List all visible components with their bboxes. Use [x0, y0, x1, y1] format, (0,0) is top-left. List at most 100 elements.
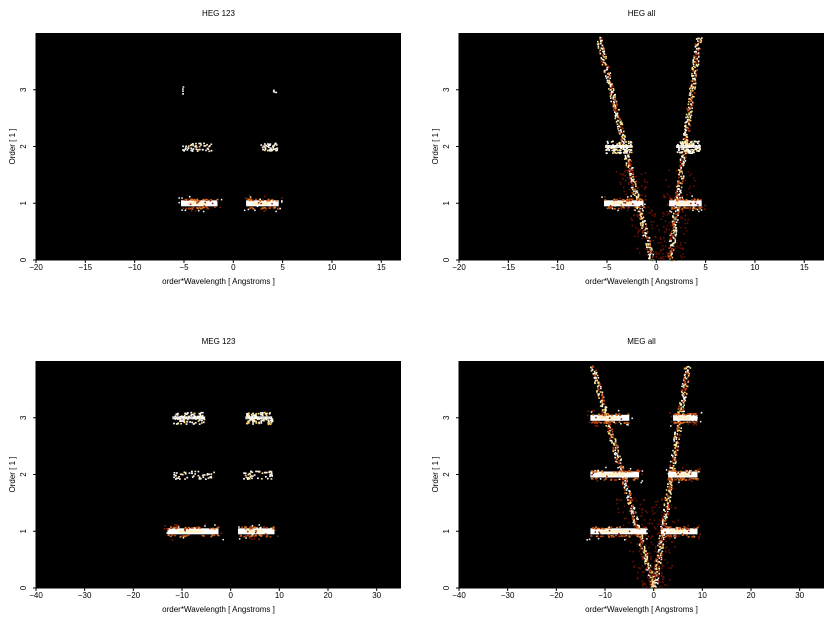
- band-core: [172, 416, 204, 420]
- continuum-point: [632, 191, 634, 194]
- band-core-highlight: [177, 529, 204, 533]
- continuum-point: [679, 161, 682, 163]
- background-point: [677, 247, 680, 249]
- background-point: [659, 242, 662, 244]
- band-edge-point: [682, 478, 685, 481]
- background-point: [637, 543, 639, 545]
- band-scatter-point: [209, 200, 212, 202]
- continuum-point: [676, 215, 678, 218]
- continuum-point: [700, 39, 703, 42]
- band-point: [243, 478, 245, 480]
- band-edge-point: [683, 421, 686, 424]
- continuum-point: [664, 518, 667, 520]
- band-point: [268, 413, 271, 415]
- continuum-point: [674, 224, 677, 227]
- continuum-point: [683, 158, 686, 160]
- band-edge-point: [265, 536, 268, 538]
- band-edge-point: [248, 199, 251, 202]
- continuum-point: [617, 128, 619, 130]
- continuum-point: [660, 552, 663, 554]
- continuum-point: [655, 579, 658, 581]
- continuum-point: [615, 110, 617, 112]
- band-edge-point: [620, 535, 623, 537]
- continuum-point: [604, 62, 606, 64]
- band-point: [262, 148, 264, 151]
- band-edge-point: [600, 535, 602, 538]
- continuum-point: [684, 376, 687, 379]
- band-scatter-point: [646, 528, 648, 531]
- continuum-point: [679, 190, 681, 192]
- continuum-point: [651, 585, 653, 588]
- band-scatter-point: [253, 535, 255, 538]
- background-point: [641, 185, 643, 187]
- continuum-point: [603, 56, 605, 58]
- band-scatter-point: [676, 527, 678, 529]
- band-point: [191, 476, 194, 478]
- continuum-point: [616, 119, 619, 122]
- background-point: [668, 552, 671, 554]
- continuum-point: [621, 140, 623, 142]
- band-edge-point: [679, 413, 681, 416]
- band-point: [204, 145, 207, 147]
- x-axis-label: order*Wavelength [ Angstroms ]: [585, 277, 698, 286]
- x-tick-label: −20: [452, 263, 466, 272]
- background-point: [644, 583, 647, 586]
- continuum-point: [615, 460, 617, 463]
- continuum-point: [693, 82, 695, 85]
- background-point: [654, 512, 656, 514]
- band-scatter-point: [274, 529, 277, 532]
- continuum-point: [629, 170, 631, 172]
- continuum-point: [696, 65, 699, 67]
- continuum-point: [615, 100, 618, 103]
- continuum-point: [663, 504, 666, 507]
- band-point: [204, 478, 207, 480]
- continuum-point: [648, 257, 650, 260]
- continuum-point: [608, 88, 610, 90]
- band-edge-point: [623, 207, 626, 209]
- background-point: [637, 215, 639, 217]
- band-point: [270, 472, 273, 474]
- continuum-point: [673, 458, 676, 461]
- continuum-point: [656, 560, 659, 562]
- band-point: [249, 476, 252, 478]
- band-edge-point: [700, 206, 703, 208]
- continuum-point: [676, 433, 679, 435]
- band-edge-point: [604, 414, 606, 417]
- continuum-point: [639, 214, 642, 216]
- band-edge-point: [196, 207, 199, 209]
- continuum-point: [629, 165, 632, 167]
- band-scatter-point: [698, 535, 701, 538]
- continuum-point: [650, 576, 652, 579]
- continuum-point: [618, 130, 620, 132]
- continuum-point: [651, 571, 654, 573]
- continuum-point: [658, 572, 660, 575]
- continuum-point: [623, 142, 625, 145]
- continuum-point: [593, 375, 596, 377]
- continuum-point: [603, 50, 606, 52]
- band-point: [269, 475, 271, 478]
- continuum-point: [637, 518, 639, 520]
- continuum-point: [607, 77, 609, 79]
- continuum-point: [642, 551, 645, 553]
- band-point: [198, 148, 201, 151]
- continuum-point: [673, 222, 676, 224]
- continuum-point: [603, 52, 605, 54]
- continuum-point: [634, 181, 636, 183]
- background-point: [668, 549, 670, 552]
- band-scatter-point: [670, 425, 672, 427]
- continuum-point: [615, 443, 618, 446]
- band-edge-point: [262, 199, 265, 202]
- band-scatter-point: [608, 529, 611, 532]
- continuum-point: [654, 564, 657, 566]
- band-point: [613, 151, 615, 153]
- continuum-point: [603, 399, 606, 402]
- continuum-point: [674, 431, 676, 434]
- band-scatter-point: [264, 200, 266, 202]
- band-scatter-point: [639, 469, 641, 472]
- continuum-point: [638, 543, 641, 546]
- band-point: [613, 149, 616, 152]
- band-scatter-point: [684, 479, 686, 482]
- background-point: [640, 553, 642, 556]
- continuum-point: [675, 461, 677, 463]
- band-point: [276, 148, 278, 150]
